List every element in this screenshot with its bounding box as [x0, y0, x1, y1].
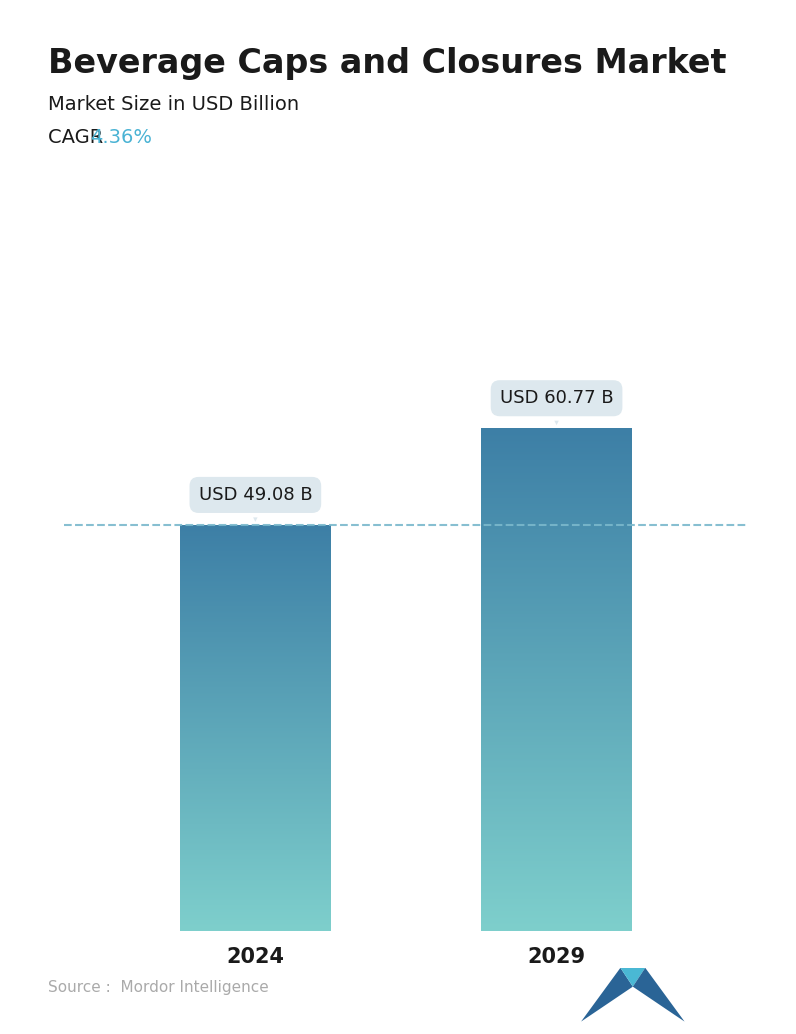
- Text: Market Size in USD Billion: Market Size in USD Billion: [48, 95, 298, 114]
- Text: Source :  Mordor Intelligence: Source : Mordor Intelligence: [48, 979, 268, 995]
- Polygon shape: [620, 968, 646, 986]
- Text: Beverage Caps and Closures Market: Beverage Caps and Closures Market: [48, 47, 726, 80]
- Text: USD 49.08 B: USD 49.08 B: [198, 486, 312, 522]
- Text: USD 60.77 B: USD 60.77 B: [500, 389, 614, 425]
- Text: 4.36%: 4.36%: [90, 128, 152, 147]
- Text: CAGR: CAGR: [48, 128, 109, 147]
- Polygon shape: [633, 968, 685, 1022]
- Polygon shape: [581, 968, 633, 1022]
